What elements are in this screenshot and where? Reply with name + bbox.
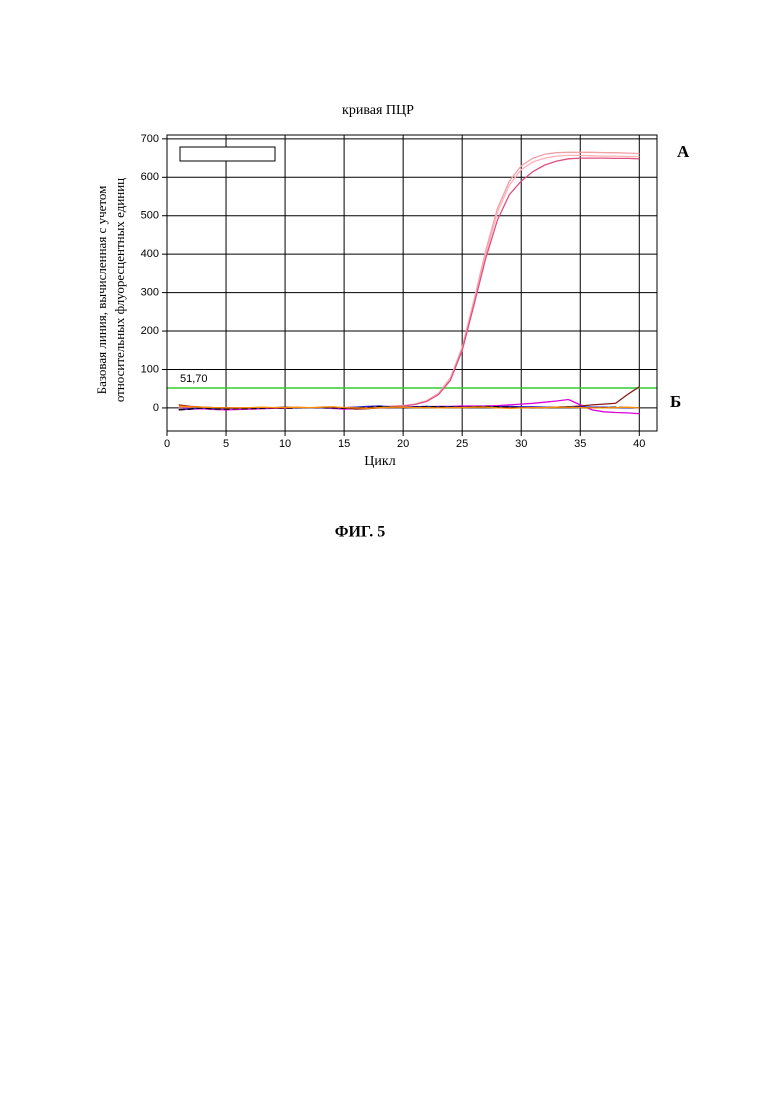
y-axis-label: относительных флуоресцентных единиц: [112, 178, 127, 402]
page: кривая ПЦР Цикл Базовая линия, вычисленн…: [0, 0, 780, 1103]
y-tick-label: 600: [141, 171, 159, 183]
chart-title: кривая ПЦР: [342, 103, 414, 118]
y-tick-label: 100: [141, 363, 159, 375]
x-tick-label: 15: [338, 438, 350, 450]
y-tick-label: 500: [141, 210, 159, 222]
plot-frame: [167, 135, 657, 431]
plot-area: 0 100 200 300 400 500 600 700 0 5 10 15 20 25 30 35 40 51…: [141, 133, 657, 450]
x-tick-label: 5: [223, 438, 229, 450]
y-tick-label: 300: [141, 287, 159, 299]
x-axis-label: Цикл: [364, 454, 395, 469]
y-tick-label: 700: [141, 133, 159, 145]
figure-caption: ФИГ. 5: [335, 524, 386, 541]
x-tick-label: 30: [515, 438, 527, 450]
x-tick-label: 25: [456, 438, 468, 450]
legend-box: [180, 147, 275, 161]
annotation: А: [677, 142, 690, 161]
y-axis-label: Базовая линия, вычисленная с учетом: [94, 186, 109, 395]
y-tick-label: 400: [141, 248, 159, 260]
annotation: Б: [670, 392, 681, 411]
y-tick-label: 200: [141, 325, 159, 337]
y-tick-label: 0: [153, 402, 159, 414]
series-line: [179, 158, 640, 408]
x-tick-label: 0: [164, 438, 170, 450]
x-tick-label: 10: [279, 438, 291, 450]
threshold-label: 51,70: [180, 373, 208, 385]
x-tick-label: 35: [574, 438, 586, 450]
series-line: [179, 155, 640, 408]
x-tick-label: 20: [397, 438, 409, 450]
x-tick-label: 40: [633, 438, 645, 450]
